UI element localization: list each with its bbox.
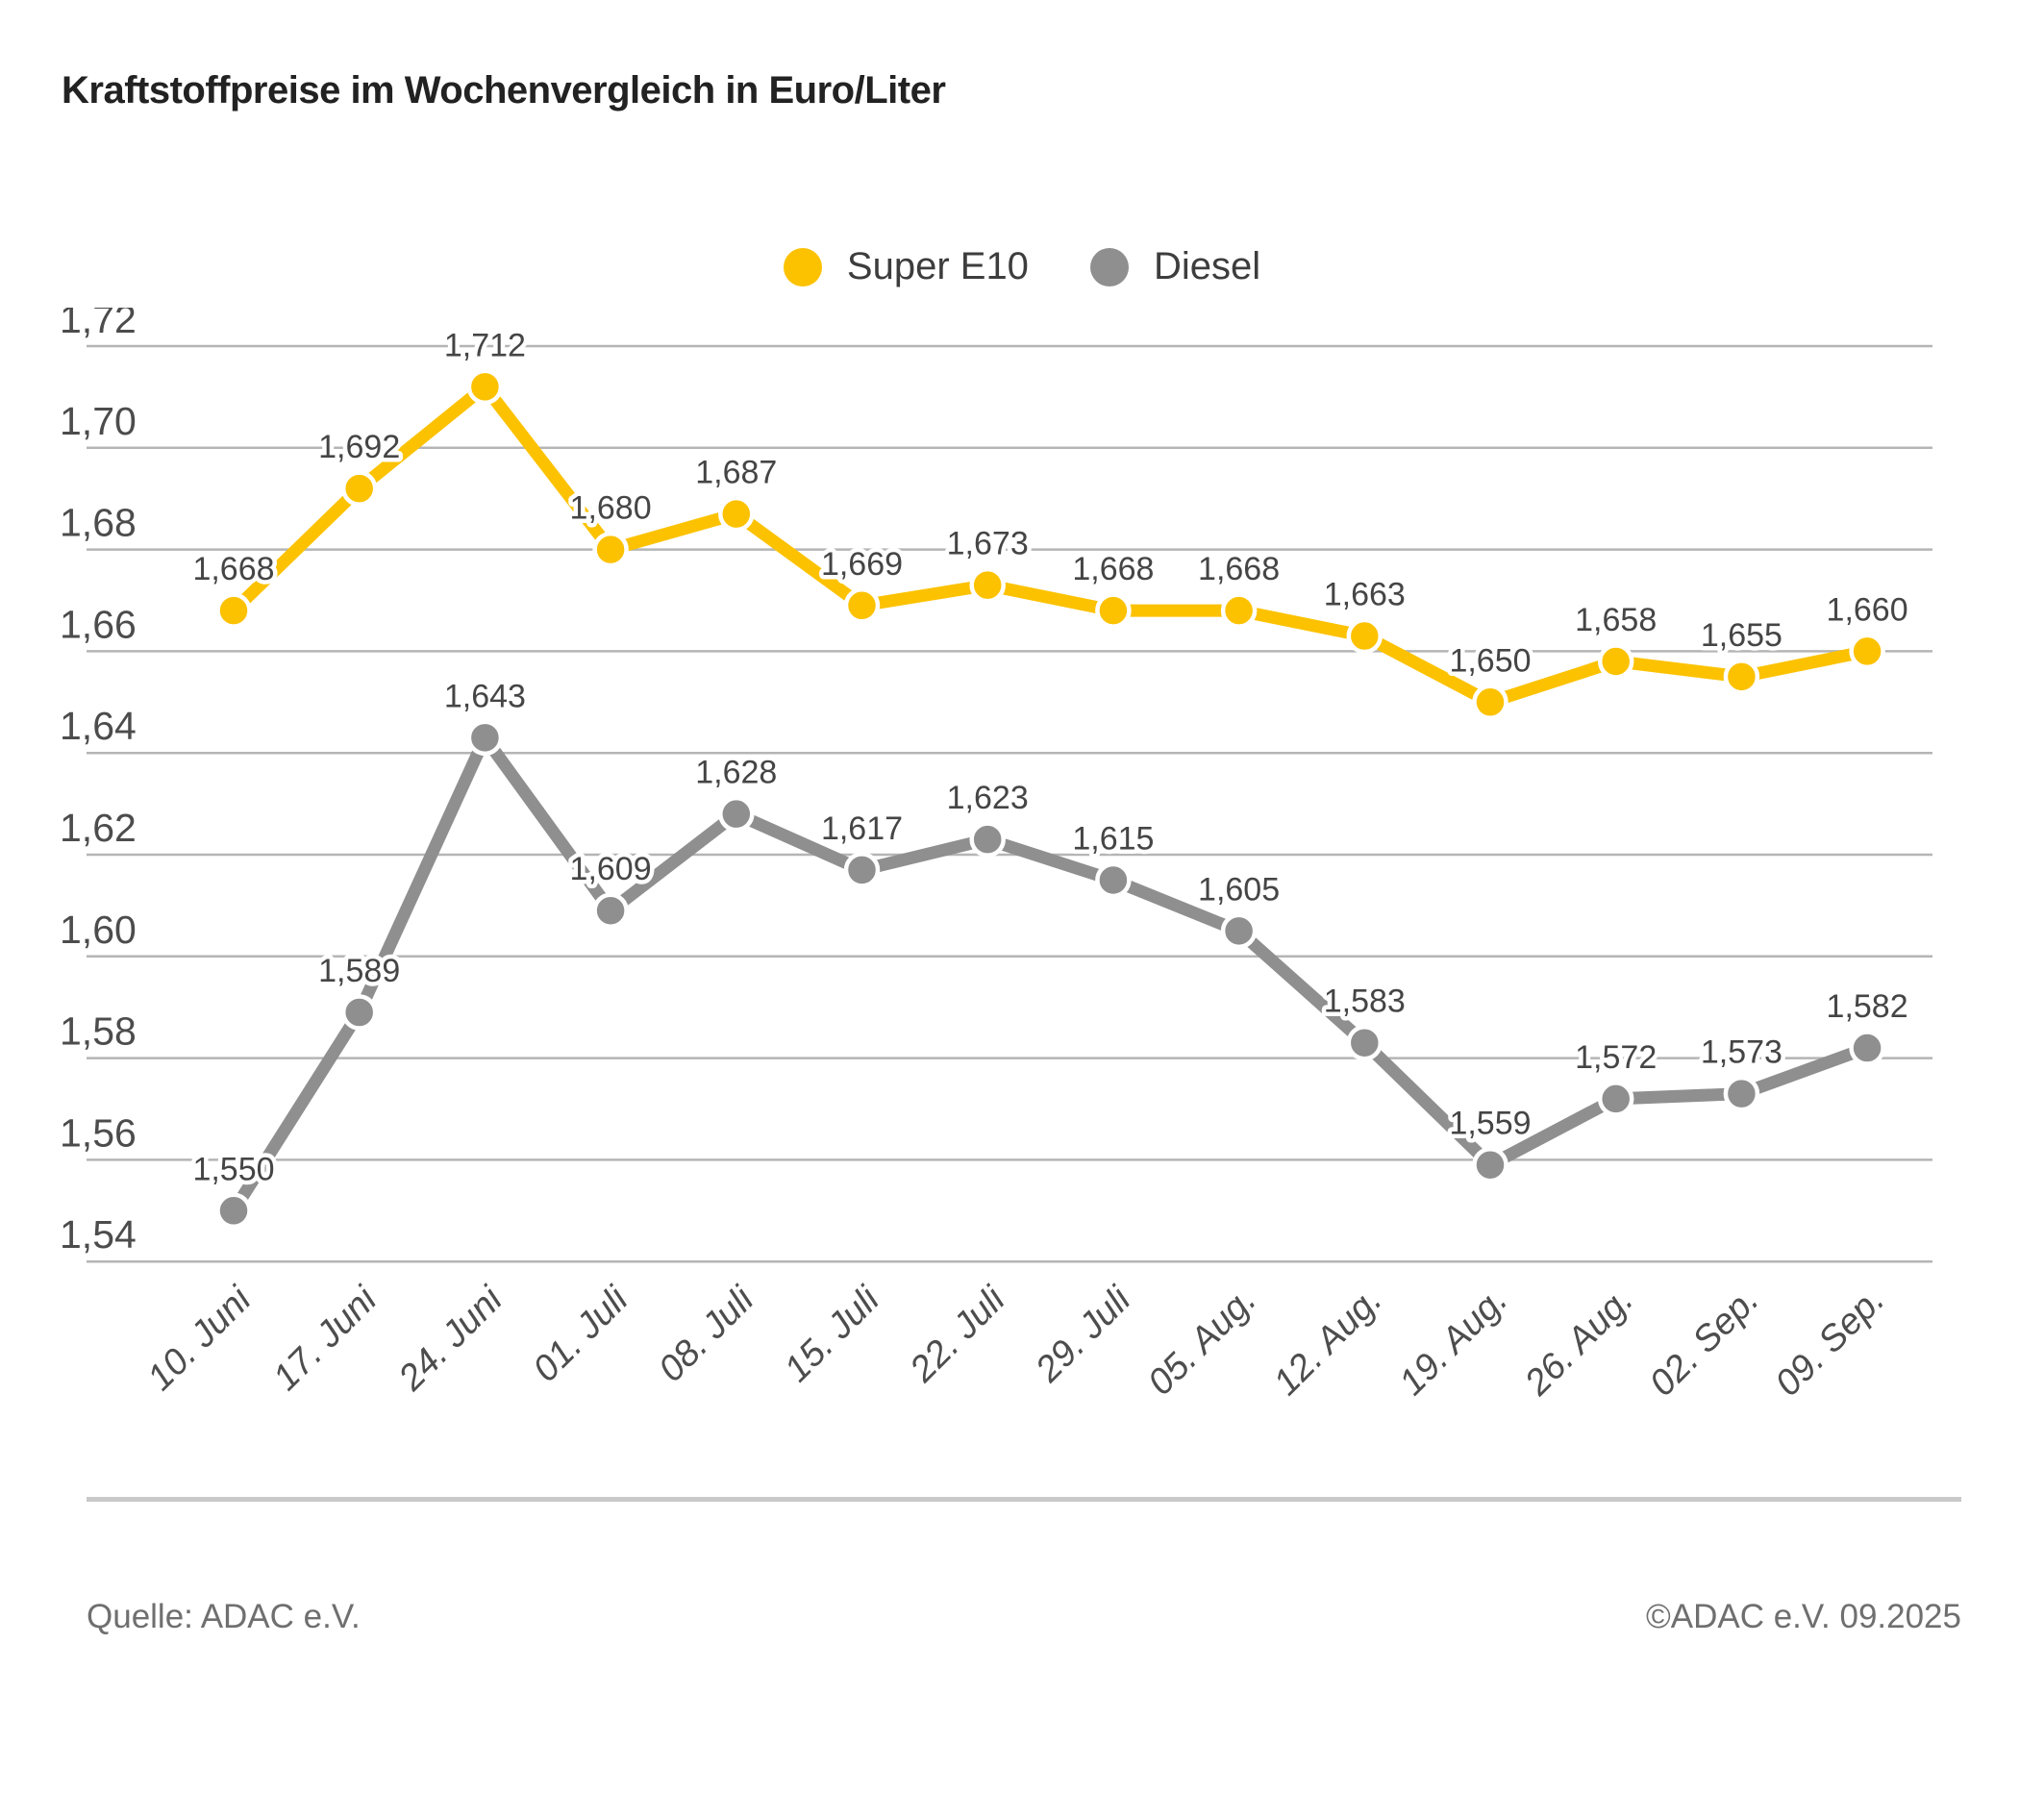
legend-item-diesel: Diesel — [1089, 245, 1261, 288]
diesel-point — [1723, 1075, 1760, 1112]
footer-divider — [87, 1497, 1961, 1502]
x-axis-label: 05. Aug. — [1140, 1280, 1264, 1404]
x-axis-label: 08. Juli — [651, 1279, 762, 1390]
super-e10-point — [340, 470, 378, 507]
super-e10-value-label: 1,655 — [1701, 617, 1782, 654]
y-tick-label: 1,62 — [60, 806, 137, 850]
chart-title: Kraftstoffpreise im Wochenvergleich in E… — [62, 69, 946, 112]
super-e10-value-label: 1,658 — [1575, 602, 1657, 638]
x-axis-label: 15. Juli — [777, 1279, 888, 1390]
diesel-swatch-icon — [1089, 247, 1129, 286]
super-e10-swatch-icon — [783, 247, 822, 286]
diesel-point — [215, 1192, 252, 1230]
y-tick-label: 1,68 — [60, 501, 137, 545]
y-tick-label: 1,64 — [60, 704, 137, 748]
x-axis-label: 26. Aug. — [1517, 1280, 1642, 1405]
x-axis-label: 24. Juni — [390, 1279, 511, 1400]
diesel-value-label: 1,628 — [695, 755, 777, 791]
line-chart: 1,72 1,70 1,68 1,66 1,64 1,62 1,60 1,58 1,56 1,54… — [60, 308, 1932, 1405]
diesel-point — [1346, 1024, 1383, 1061]
x-axis-label: 22. Juli — [902, 1279, 1014, 1391]
super-e10-point — [1095, 592, 1132, 629]
super-e10-point — [1220, 592, 1258, 629]
x-axis-label: 17. Juni — [265, 1279, 386, 1399]
x-axis-label: 09. Sep. — [1768, 1280, 1893, 1405]
super-e10-point — [843, 587, 881, 624]
super-e10-point — [215, 592, 252, 629]
diesel-point — [1849, 1030, 1885, 1066]
x-axis-label: 02. Sep. — [1642, 1280, 1767, 1405]
x-axis-label: 19. Aug. — [1392, 1280, 1516, 1404]
diesel-point — [969, 821, 1006, 858]
super-e10-value-label: 1,650 — [1449, 642, 1531, 679]
diesel-value-label: 1,559 — [1449, 1106, 1531, 1142]
diesel-point — [1220, 912, 1258, 950]
diesel-point — [1472, 1146, 1508, 1183]
diesel-point — [843, 852, 881, 888]
diesel-point — [718, 795, 755, 833]
y-tick-label: 1,72 — [60, 308, 137, 341]
diesel-value-label: 1,550 — [192, 1151, 274, 1187]
legend: Super E10 Diesel — [0, 245, 2044, 288]
diesel-value-label: 1,617 — [821, 810, 903, 847]
x-axis-label: 01. Juli — [526, 1279, 637, 1390]
diesel-value-label: 1,583 — [1324, 984, 1406, 1020]
super-e10-value-label: 1,680 — [570, 490, 652, 527]
diesel-value-label: 1,623 — [947, 780, 1029, 816]
super-e10-value-label: 1,673 — [947, 526, 1029, 562]
diesel-point — [1597, 1081, 1634, 1117]
x-axis-label: 10. Juni — [140, 1279, 261, 1399]
super-e10-point — [1723, 659, 1760, 695]
super-e10-point — [1849, 633, 1885, 670]
x-axis-label: 29. Juli — [1028, 1279, 1140, 1391]
super-e10-value-label: 1,712 — [444, 327, 526, 363]
super-e10-value-label: 1,668 — [1072, 551, 1154, 587]
diesel-value-label: 1,572 — [1575, 1039, 1657, 1076]
diesel-point — [1095, 861, 1132, 899]
diesel-value-label: 1,605 — [1198, 871, 1280, 908]
super-e10-point — [466, 368, 504, 406]
diesel-value-label: 1,589 — [318, 953, 400, 989]
diesel-value-label: 1,582 — [1827, 988, 1908, 1025]
y-tick-label: 1,58 — [60, 1009, 137, 1054]
legend-label-super-e10: Super E10 — [846, 245, 1029, 287]
y-tick-label: 1,56 — [60, 1110, 137, 1155]
super-e10-value-label: 1,660 — [1827, 591, 1908, 628]
diesel-value-label: 1,643 — [444, 678, 526, 714]
diesel-line — [228, 731, 1870, 1214]
y-tick-label: 1,70 — [60, 399, 137, 443]
super-e10-value-label: 1,668 — [1198, 551, 1280, 587]
super-e10-value-label: 1,692 — [318, 429, 400, 465]
super-e10-value-label: 1,668 — [192, 551, 274, 587]
copyright-text: ©ADAC e.V. 09.2025 — [1645, 1598, 1961, 1635]
super-e10-point — [1472, 684, 1508, 721]
diesel-point — [340, 994, 378, 1031]
y-tick-label: 1,66 — [60, 602, 137, 646]
legend-item-super-e10: Super E10 — [783, 245, 1029, 288]
diesel-value-label: 1,573 — [1701, 1034, 1782, 1071]
super-e10-value-label: 1,663 — [1324, 577, 1406, 613]
super-e10-value-label: 1,669 — [821, 546, 903, 583]
diesel-point — [592, 892, 629, 929]
super-e10-value-label: 1,687 — [695, 455, 777, 491]
source-text: Quelle: ADAC e.V. — [87, 1598, 361, 1635]
x-axis-label: 12. Aug. — [1266, 1280, 1390, 1404]
diesel-value-label: 1,609 — [570, 851, 652, 887]
legend-label-diesel: Diesel — [1153, 245, 1261, 287]
super-e10-point — [592, 531, 629, 568]
diesel-point — [466, 719, 504, 757]
y-tick-label: 1,60 — [60, 908, 137, 952]
y-tick-label: 1,54 — [60, 1212, 137, 1257]
diesel-value-label: 1,615 — [1072, 820, 1154, 857]
super-e10-line — [229, 380, 1869, 709]
super-e10-point — [1597, 643, 1634, 680]
super-e10-point — [718, 495, 755, 533]
super-e10-point — [969, 566, 1006, 604]
super-e10-point — [1346, 617, 1383, 655]
